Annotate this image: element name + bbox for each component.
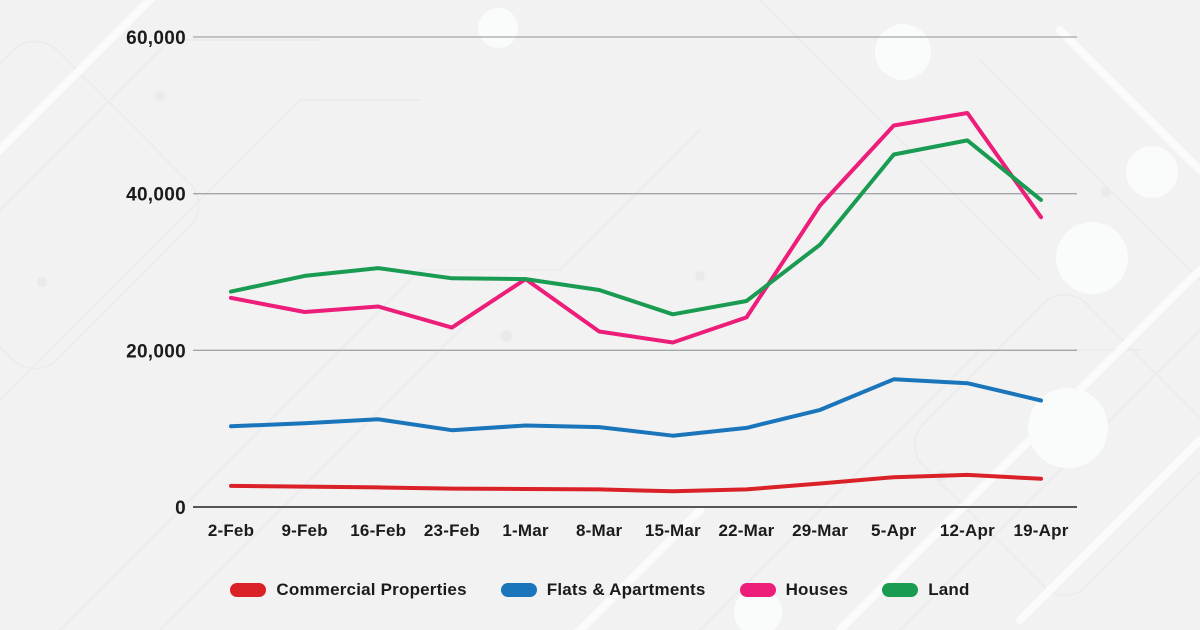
line-series-land — [229, 138, 1043, 317]
legend-label: Land — [928, 580, 970, 599]
legend-swatch-commercial-properties — [230, 583, 267, 597]
line-series-houses — [229, 111, 1043, 345]
legend-swatch-houses — [739, 583, 776, 597]
legend-swatch-land — [882, 583, 919, 597]
x-axis-tick-label: 19-Apr — [1014, 521, 1069, 540]
y-axis-tick-label: 60,000 — [126, 28, 186, 49]
x-axis-tick-label: 12-Apr — [940, 521, 995, 540]
legend-label: Commercial Properties — [276, 580, 467, 599]
line-series-flats-apartments — [229, 377, 1043, 438]
x-axis-tick-label: 29-Mar — [792, 521, 848, 540]
y-axis-tick-label: 40,000 — [126, 185, 186, 206]
x-axis-tick-label: 15-Mar — [645, 521, 701, 540]
legend-item-flats-apartments[interactable]: Flats & Apartments — [500, 580, 706, 600]
legend-item-land[interactable]: Land — [882, 580, 969, 600]
x-axis-tick-label: 22-Mar — [718, 521, 774, 540]
legend-swatch-flats-apartments — [500, 583, 537, 597]
x-axis-tick-label: 9-Feb — [281, 521, 327, 540]
x-axis-tick-label: 23-Feb — [424, 521, 480, 540]
legend-label: Houses — [785, 580, 849, 599]
y-axis-tick-label: 0 — [175, 498, 186, 519]
chart-legend: Commercial Properties Flats & Apartments H… — [0, 580, 1200, 600]
legend-item-commercial-properties[interactable]: Commercial Properties — [230, 580, 467, 600]
x-axis-tick-label: 5-Apr — [871, 521, 917, 540]
x-axis-tick-label: 16-Feb — [350, 521, 406, 540]
legend-label: Flats & Apartments — [546, 580, 706, 599]
line-series-commercial-properties — [229, 472, 1043, 494]
y-axis-tick-label: 20,000 — [126, 341, 186, 362]
legend-item-houses[interactable]: Houses — [739, 580, 849, 600]
x-axis-tick-label: 8-Mar — [576, 521, 623, 540]
x-axis-tick-label: 2-Feb — [208, 521, 254, 540]
x-axis-tick-label: 1-Mar — [502, 521, 549, 540]
